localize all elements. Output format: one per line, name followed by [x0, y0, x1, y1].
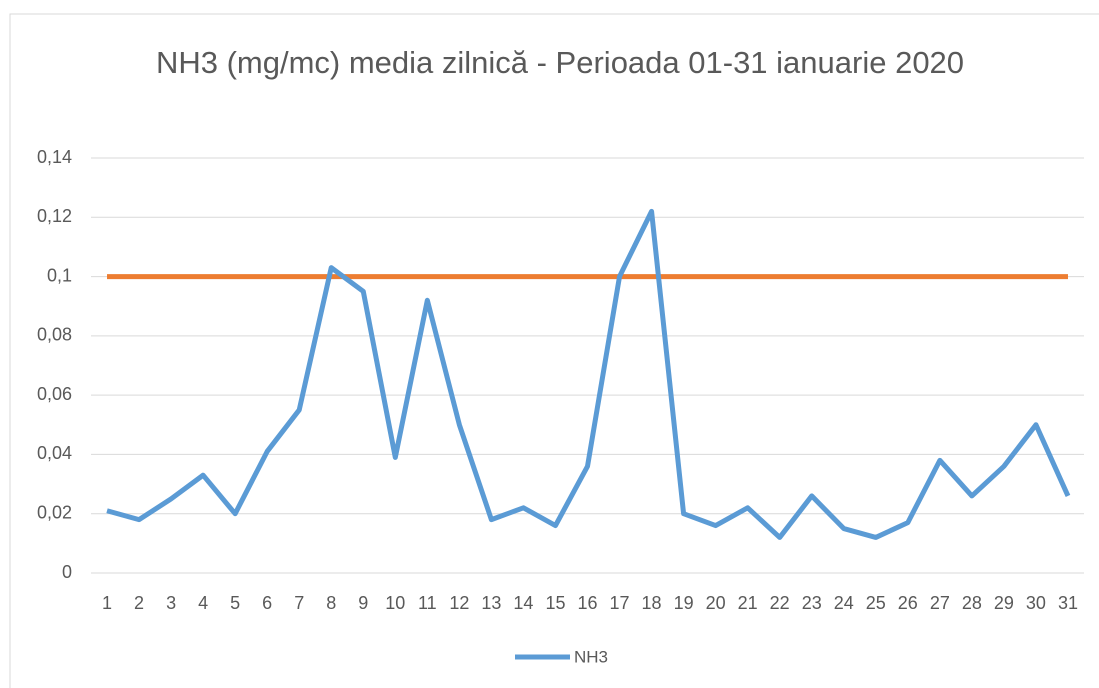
y-tick-label: 0,12	[37, 206, 72, 226]
x-tick-label: 26	[898, 593, 918, 613]
x-tick-label: 8	[326, 593, 336, 613]
x-tick-label: 23	[802, 593, 822, 613]
x-tick-label: 5	[230, 593, 240, 613]
y-tick-label: 0,08	[37, 325, 72, 345]
x-tick-label: 1	[102, 593, 112, 613]
x-tick-label: 20	[706, 593, 726, 613]
x-tick-label: 6	[262, 593, 272, 613]
x-tick-label: 19	[674, 593, 694, 613]
x-tick-label: 30	[1026, 593, 1046, 613]
y-tick-label: 0,04	[37, 443, 72, 463]
x-tick-label: 2	[134, 593, 144, 613]
x-tick-label: 18	[642, 593, 662, 613]
x-tick-label: 14	[513, 593, 533, 613]
y-tick-label: 0,06	[37, 384, 72, 404]
x-tick-label: 3	[166, 593, 176, 613]
x-tick-label: 31	[1058, 593, 1078, 613]
x-tick-label: 13	[481, 593, 501, 613]
x-tick-label: 29	[994, 593, 1014, 613]
x-tick-label: 15	[545, 593, 565, 613]
legend-label: NH3	[574, 647, 608, 666]
x-tick-label: 11	[418, 593, 437, 613]
chart-title: NH3 (mg/mc) media zilnică - Perioada 01-…	[155, 45, 965, 80]
x-tick-label: 12	[449, 593, 469, 613]
y-tick-label: 0,1	[47, 265, 72, 285]
x-tick-label: 10	[385, 593, 405, 613]
x-tick-label: 17	[610, 593, 630, 613]
y-tick-label: 0,02	[37, 502, 72, 522]
x-tick-label: 28	[962, 593, 982, 613]
series-line	[106, 208, 1071, 540]
x-tick-label: 24	[834, 593, 854, 613]
x-tick-label: 27	[930, 593, 950, 613]
x-tick-label: 25	[866, 593, 886, 613]
y-tick-label: 0,14	[37, 147, 72, 167]
x-tick-label: 9	[358, 593, 368, 613]
y-tick-label: 0	[62, 562, 72, 582]
x-tick-label: 16	[577, 593, 597, 613]
x-tick-label: 22	[770, 593, 790, 613]
x-tick-label: 4	[198, 593, 208, 613]
x-tick-label: 7	[294, 593, 304, 613]
x-tick-label: 21	[738, 593, 758, 613]
chart-border	[9, 13, 1099, 688]
